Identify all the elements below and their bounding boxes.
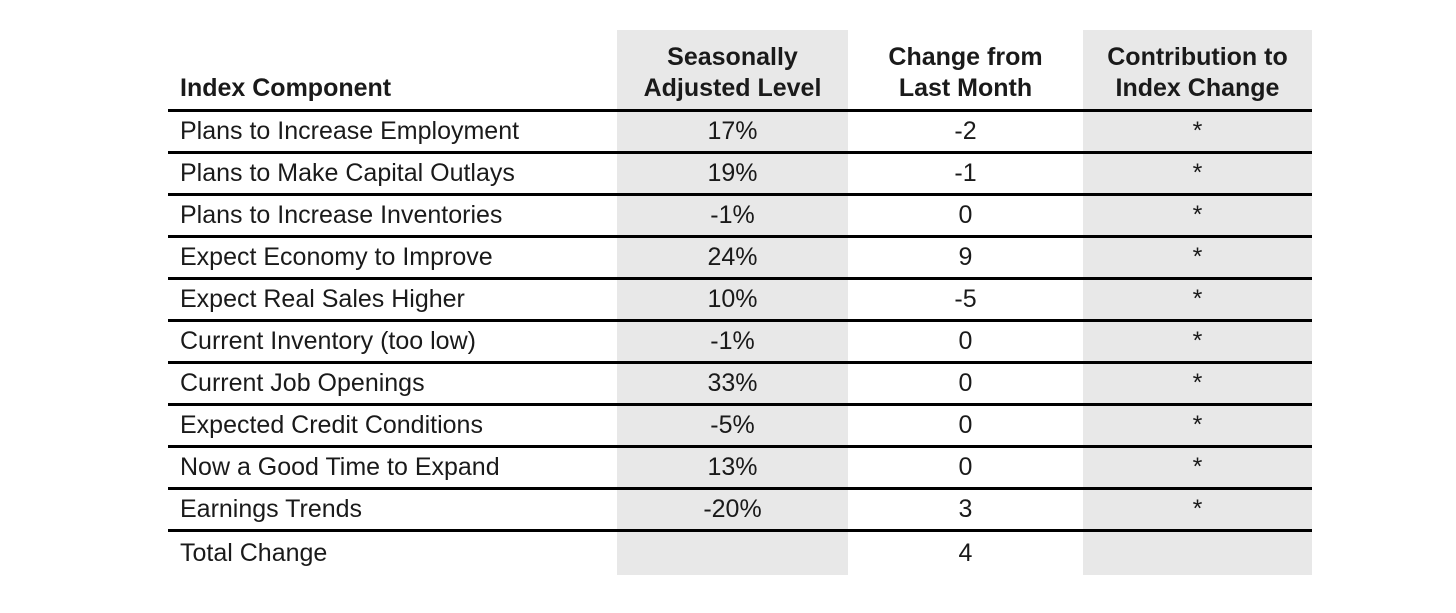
cell-index-component: Earnings Trends <box>168 488 617 532</box>
table-row: Plans to Increase Employment 17% -2 * <box>168 110 1312 154</box>
cell-contribution-to-index-change: * <box>1083 110 1312 154</box>
cell-change-from-last-month: 0 <box>848 404 1083 448</box>
cell-index-component: Plans to Increase Employment <box>168 110 617 154</box>
cell-change-from-last-month: 0 <box>848 446 1083 490</box>
cell-index-component: Plans to Make Capital Outlays <box>168 152 617 196</box>
cell-index-component: Expect Economy to Improve <box>168 236 617 280</box>
cell-contribution-to-index-change: * <box>1083 278 1312 322</box>
header-row: Index Component Seasonally Adjusted Leve… <box>168 30 1312 112</box>
cell-index-component: Current Inventory (too low) <box>168 320 617 364</box>
cell-contribution-to-index-change: * <box>1083 194 1312 238</box>
cell-seasonally-adjusted-level: 24% <box>617 236 848 280</box>
table-row: Total Change 4 <box>168 530 1312 575</box>
cell-seasonally-adjusted-level: 33% <box>617 362 848 406</box>
cell-contribution-to-index-change: * <box>1083 404 1312 448</box>
cell-contribution-to-index-change: * <box>1083 152 1312 196</box>
cell-change-from-last-month: -2 <box>848 110 1083 154</box>
cell-contribution-to-index-change: * <box>1083 446 1312 490</box>
cell-seasonally-adjusted-level <box>617 530 848 575</box>
column-header-change-from-last-month: Change from Last Month <box>848 30 1083 112</box>
cell-contribution-to-index-change: * <box>1083 488 1312 532</box>
cell-index-component: Now a Good Time to Expand <box>168 446 617 490</box>
index-components-table: Index Component Seasonally Adjusted Leve… <box>168 30 1312 575</box>
cell-change-from-last-month: 0 <box>848 362 1083 406</box>
cell-index-component: Expect Real Sales Higher <box>168 278 617 322</box>
cell-seasonally-adjusted-level: 17% <box>617 110 848 154</box>
column-header-contribution-to-index-change: Contribution to Index Change <box>1083 30 1312 112</box>
cell-seasonally-adjusted-level: -1% <box>617 320 848 364</box>
table-row: Expect Real Sales Higher 10% -5 * <box>168 278 1312 322</box>
column-header-index-component: Index Component <box>168 30 617 112</box>
cell-change-from-last-month: 4 <box>958 539 973 567</box>
cell-contribution-to-index-change: * <box>1083 362 1312 406</box>
cell-change-from-last-month: 3 <box>848 488 1083 532</box>
cell-contribution-to-index-change: * <box>1083 320 1312 364</box>
cell-index-component: Plans to Increase Inventories <box>168 194 617 238</box>
cell-change-from-last-month: -1 <box>848 152 1083 196</box>
cell-index-component: Total Change <box>180 539 328 567</box>
table-body: Plans to Increase Employment 17% -2 * Pl… <box>168 110 1312 575</box>
table-header: Index Component Seasonally Adjusted Leve… <box>168 30 1312 112</box>
cell-change-from-last-month: 9 <box>848 236 1083 280</box>
cell-seasonally-adjusted-level: 13% <box>617 446 848 490</box>
cell-seasonally-adjusted-level: -20% <box>617 488 848 532</box>
cell-seasonally-adjusted-level: -1% <box>617 194 848 238</box>
table-row: Expect Economy to Improve 24% 9 * <box>168 236 1312 280</box>
table-row: Earnings Trends -20% 3 * <box>168 488 1312 532</box>
column-header-seasonally-adjusted-level: Seasonally Adjusted Level <box>617 30 848 112</box>
cell-contribution-to-index-change <box>1083 530 1312 575</box>
cell-change-from-last-month: 0 <box>848 194 1083 238</box>
table-row: Plans to Make Capital Outlays 19% -1 * <box>168 152 1312 196</box>
table-row: Now a Good Time to Expand 13% 0 * <box>168 446 1312 490</box>
cell-seasonally-adjusted-level: -5% <box>617 404 848 448</box>
table-row: Plans to Increase Inventories -1% 0 * <box>168 194 1312 238</box>
cell-change-from-last-month: 0 <box>848 320 1083 364</box>
cell-seasonally-adjusted-level: 19% <box>617 152 848 196</box>
cell-index-component: Expected Credit Conditions <box>168 404 617 448</box>
table-row: Expected Credit Conditions -5% 0 * <box>168 404 1312 448</box>
cell-index-component: Current Job Openings <box>168 362 617 406</box>
table-row: Current Job Openings 33% 0 * <box>168 362 1312 406</box>
cell-seasonally-adjusted-level: 10% <box>617 278 848 322</box>
cell-change-from-last-month: -5 <box>848 278 1083 322</box>
cell-contribution-to-index-change: * <box>1083 236 1312 280</box>
table-row: Current Inventory (too low) -1% 0 * <box>168 320 1312 364</box>
